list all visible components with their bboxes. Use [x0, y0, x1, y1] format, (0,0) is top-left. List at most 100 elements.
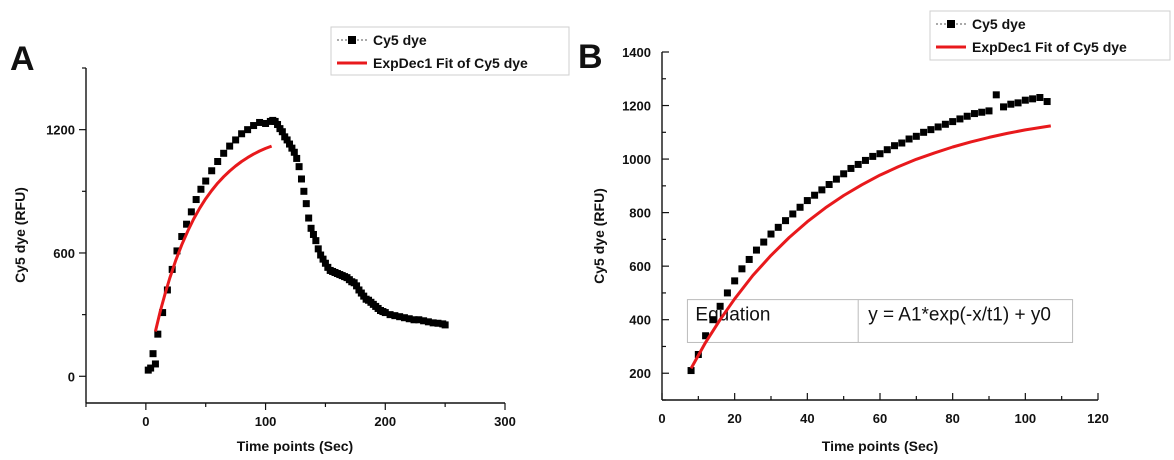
data-point — [244, 126, 252, 134]
data-point — [963, 112, 971, 120]
data-point — [818, 186, 826, 194]
x-tick-label: 100 — [1014, 411, 1036, 426]
data-point — [250, 122, 258, 130]
data-point — [731, 277, 739, 285]
legend: Cy5 dye ExpDec1 Fit of Cy5 dye — [330, 26, 570, 76]
x-tick-label: 120 — [1087, 411, 1109, 426]
fit-curve — [153, 144, 273, 332]
data-point — [832, 175, 840, 183]
y-tick-label: 800 — [629, 206, 651, 221]
data-point — [978, 108, 986, 116]
data-point — [312, 237, 320, 245]
data-point — [353, 282, 361, 290]
data-point — [1014, 99, 1022, 107]
data-point — [149, 350, 157, 358]
legend-frame — [330, 26, 570, 76]
data-point — [183, 220, 191, 228]
data-point — [295, 163, 303, 171]
x-tick-label: 40 — [800, 411, 814, 426]
data-point — [178, 233, 186, 241]
data-point — [1000, 103, 1008, 111]
data-point — [197, 185, 205, 193]
data-point — [782, 217, 790, 225]
data-point — [214, 158, 222, 166]
data-point — [949, 118, 957, 126]
data-point — [920, 128, 928, 136]
panel-a: A 0 100 200 300 0 600 1200 Time points (Sec) Cy5 … — [10, 26, 570, 454]
legend-label: Cy5 dye — [972, 16, 1026, 32]
data-point — [803, 197, 811, 205]
data-point — [1043, 98, 1051, 106]
data-point — [297, 175, 305, 183]
data-point — [238, 130, 246, 138]
data-point — [173, 247, 181, 255]
data-point — [1021, 96, 1029, 104]
panel-letter: A — [10, 40, 35, 78]
data-point — [861, 156, 869, 164]
data-point — [774, 223, 782, 231]
x-axis-title: Time points (Sec) — [237, 438, 353, 454]
legend-swatch-marker — [348, 36, 356, 44]
fit-curve — [689, 124, 1052, 370]
data-point — [309, 230, 317, 238]
data-point — [290, 148, 298, 156]
data-point — [723, 289, 731, 297]
data-point — [1029, 95, 1037, 103]
data-point — [305, 214, 313, 222]
data-point — [927, 126, 935, 134]
data-point — [424, 318, 432, 326]
data-point — [429, 319, 437, 327]
data-point — [1007, 100, 1015, 108]
data-point — [208, 167, 216, 175]
data-point — [256, 118, 264, 126]
data-point — [187, 208, 195, 216]
data-point — [283, 136, 291, 144]
panel-letter: B — [578, 38, 603, 76]
data-point — [278, 128, 286, 136]
series-fit-line — [689, 124, 1052, 370]
data-point — [970, 110, 978, 118]
data-point — [441, 321, 449, 329]
data-point — [147, 364, 155, 372]
data-point — [410, 316, 418, 324]
data-point — [288, 144, 296, 152]
data-point — [702, 332, 710, 340]
data-point — [891, 142, 899, 150]
data-point — [767, 230, 775, 238]
data-point — [396, 313, 404, 321]
data-point — [869, 152, 877, 160]
data-point — [386, 311, 394, 319]
data-point — [716, 302, 724, 310]
data-point — [738, 265, 746, 273]
legend-frame — [929, 10, 1171, 61]
series-data-points — [144, 116, 449, 374]
legend-label: ExpDec1 Fit of Cy5 dye — [972, 39, 1127, 55]
data-point — [985, 107, 993, 115]
data-point — [876, 150, 884, 158]
legend: Cy5 dye ExpDec1 Fit of Cy5 dye — [929, 10, 1171, 61]
data-point — [811, 191, 819, 199]
y-tick-label: 600 — [629, 259, 651, 274]
data-point — [434, 319, 442, 327]
data-point — [154, 330, 162, 338]
equation-label: Equation — [695, 305, 770, 326]
data-point — [151, 360, 159, 368]
series-fit-line — [153, 144, 273, 332]
data-point — [381, 309, 389, 317]
data-point — [405, 315, 413, 323]
data-point — [317, 251, 325, 259]
data-point — [202, 177, 210, 185]
data-point — [300, 187, 308, 195]
x-tick-label: 100 — [255, 414, 277, 429]
data-point — [400, 314, 408, 322]
data-point — [391, 312, 399, 320]
legend-swatch-marker — [947, 20, 955, 28]
panel-b: B 0 20 40 60 80 100 120 200 400 600 800 1000 1200 1400… — [578, 10, 1171, 454]
y-tick-label: 0 — [68, 369, 75, 384]
data-point — [789, 210, 797, 218]
data-point — [745, 255, 753, 263]
data-point — [1036, 94, 1044, 102]
data-point — [796, 203, 804, 211]
x-tick-label: 0 — [142, 414, 149, 429]
y-tick-label: 600 — [53, 246, 75, 261]
